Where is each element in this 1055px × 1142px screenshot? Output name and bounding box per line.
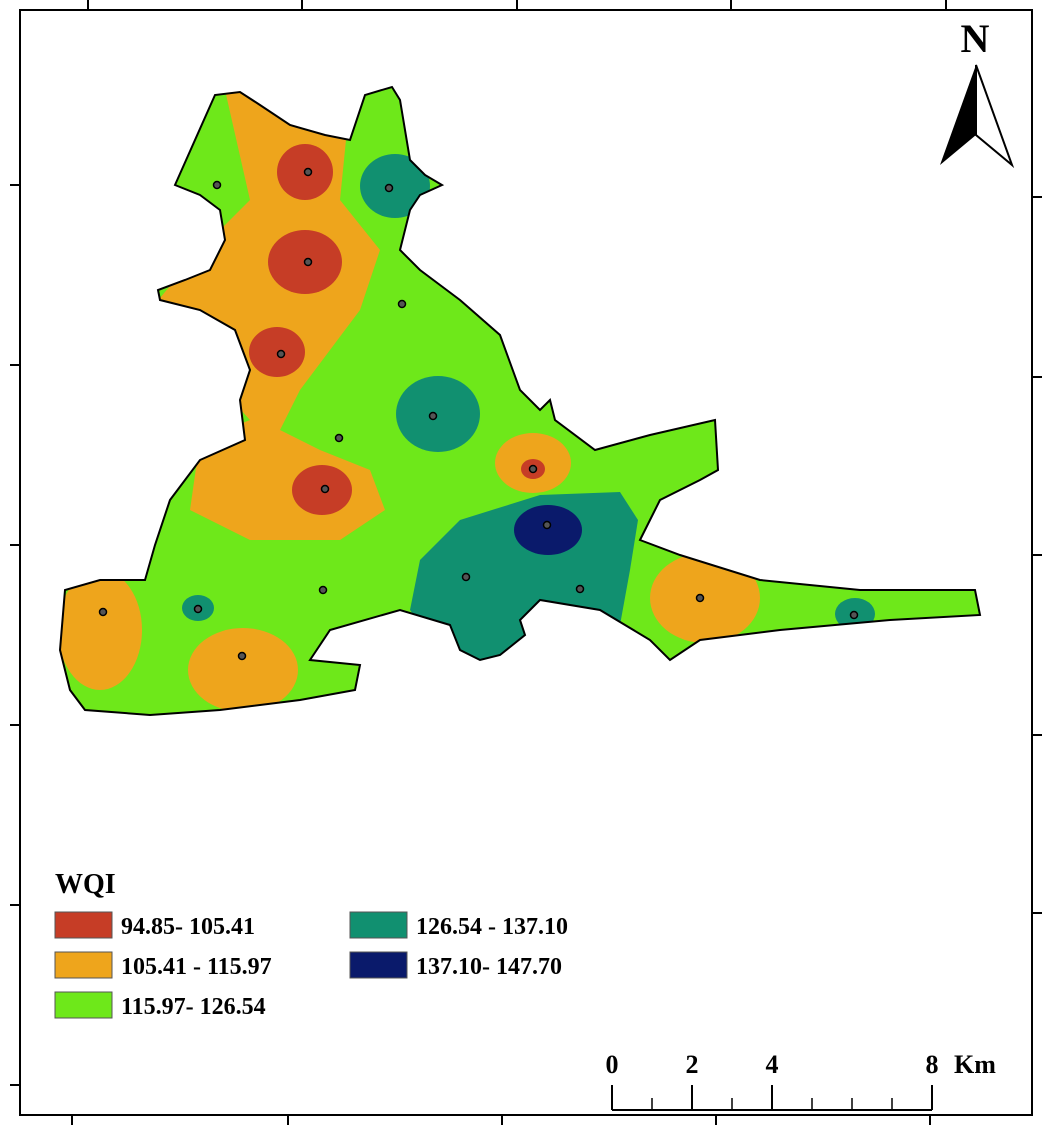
scale-label: 8 [926,1050,939,1079]
scale-unit: Km [954,1050,996,1079]
legend-label: 94.85- 105.41 [121,914,255,940]
zone [60,570,142,690]
legend-label: 105.41 - 115.97 [121,954,272,980]
frame-ticks [10,0,1042,1125]
legend-swatch [349,951,408,979]
scale-label: 4 [766,1050,779,1079]
legend-swatch [349,911,408,939]
north-label: N [961,16,990,61]
zone [360,154,430,218]
legend-label: 126.54 - 137.10 [416,914,568,940]
zone [650,553,760,643]
legend-swatch [54,991,113,1019]
zone [249,327,305,377]
legend-label: 137.10- 147.70 [416,954,562,980]
north-arrow [940,64,1015,169]
zone [188,628,298,712]
legend-title: WQI [55,869,116,900]
scale-label: 0 [606,1050,619,1079]
sample-points [98,167,859,661]
scale-label: 2 [686,1050,699,1079]
legend-label: 115.97- 126.54 [121,994,266,1020]
legend: 94.85- 105.41 105.41 - 115.97 115.97- 126.… [54,911,568,1020]
zone [514,505,582,555]
zone [150,90,385,540]
scale-bar: 0 2 4 8 Km [606,1050,996,1111]
zone [396,376,480,452]
legend-swatch [54,951,113,979]
legend-swatch [54,911,113,939]
